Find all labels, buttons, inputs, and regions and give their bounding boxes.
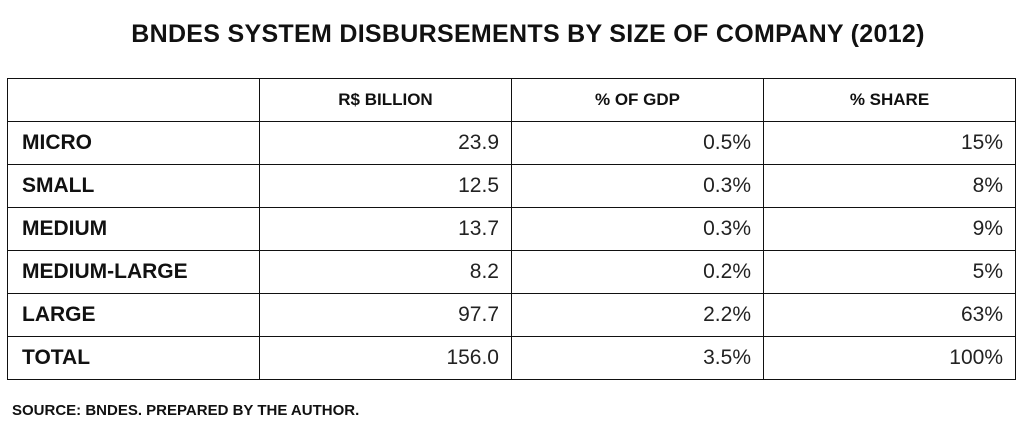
- table-cell: 0.5%: [511, 121, 764, 165]
- table-row: MEDIUM-LARGE 8.2 0.2% 5%: [7, 250, 1016, 294]
- table-cell: 0.2%: [511, 250, 764, 294]
- header-row: R$ BILLION % OF GDP % SHARE: [7, 78, 1016, 122]
- table-cell: 100%: [763, 336, 1016, 380]
- table-row: MICRO 23.9 0.5% 15%: [7, 121, 1016, 165]
- header-cell: [7, 78, 260, 122]
- table-title: BNDES SYSTEM DISBURSEMENTS BY SIZE OF CO…: [131, 20, 925, 48]
- row-label: SMALL: [7, 164, 260, 208]
- table-row: TOTAL 156.0 3.5% 100%: [7, 336, 1016, 380]
- table-cell: 63%: [763, 293, 1016, 337]
- table-cell: 0.3%: [511, 164, 764, 208]
- table-cell: 15%: [763, 121, 1016, 165]
- table-cell: 156.0: [259, 336, 512, 380]
- table-cell: 23.9: [259, 121, 512, 165]
- table-row: LARGE 97.7 2.2% 63%: [7, 293, 1016, 337]
- table-cell: 8.2: [259, 250, 512, 294]
- row-label: MICRO: [7, 121, 260, 165]
- table-row: MEDIUM 13.7 0.3% 9%: [7, 207, 1016, 251]
- table-cell: 5%: [763, 250, 1016, 294]
- header-cell: R$ BILLION: [259, 78, 512, 122]
- table-cell: 12.5: [259, 164, 512, 208]
- row-label: MEDIUM: [7, 207, 260, 251]
- table-cell: 9%: [763, 207, 1016, 251]
- table-cell: 8%: [763, 164, 1016, 208]
- table-row: SMALL 12.5 0.3% 8%: [7, 164, 1016, 208]
- row-label: TOTAL: [7, 336, 260, 380]
- table-cell: 2.2%: [511, 293, 764, 337]
- table-cell: 97.7: [259, 293, 512, 337]
- header-cell: % SHARE: [763, 78, 1016, 122]
- table-cell: 13.7: [259, 207, 512, 251]
- disbursements-table: R$ BILLION % OF GDP % SHARE MICRO 23.9 0.5…: [7, 78, 1016, 380]
- table-cell: 0.3%: [511, 207, 764, 251]
- source-note: SOURCE: BNDES. PREPARED BY THE AUTHOR.: [12, 402, 360, 419]
- row-label: MEDIUM-LARGE: [7, 250, 260, 294]
- row-label: LARGE: [7, 293, 260, 337]
- table-cell: 3.5%: [511, 336, 764, 380]
- header-cell: % OF GDP: [511, 78, 764, 122]
